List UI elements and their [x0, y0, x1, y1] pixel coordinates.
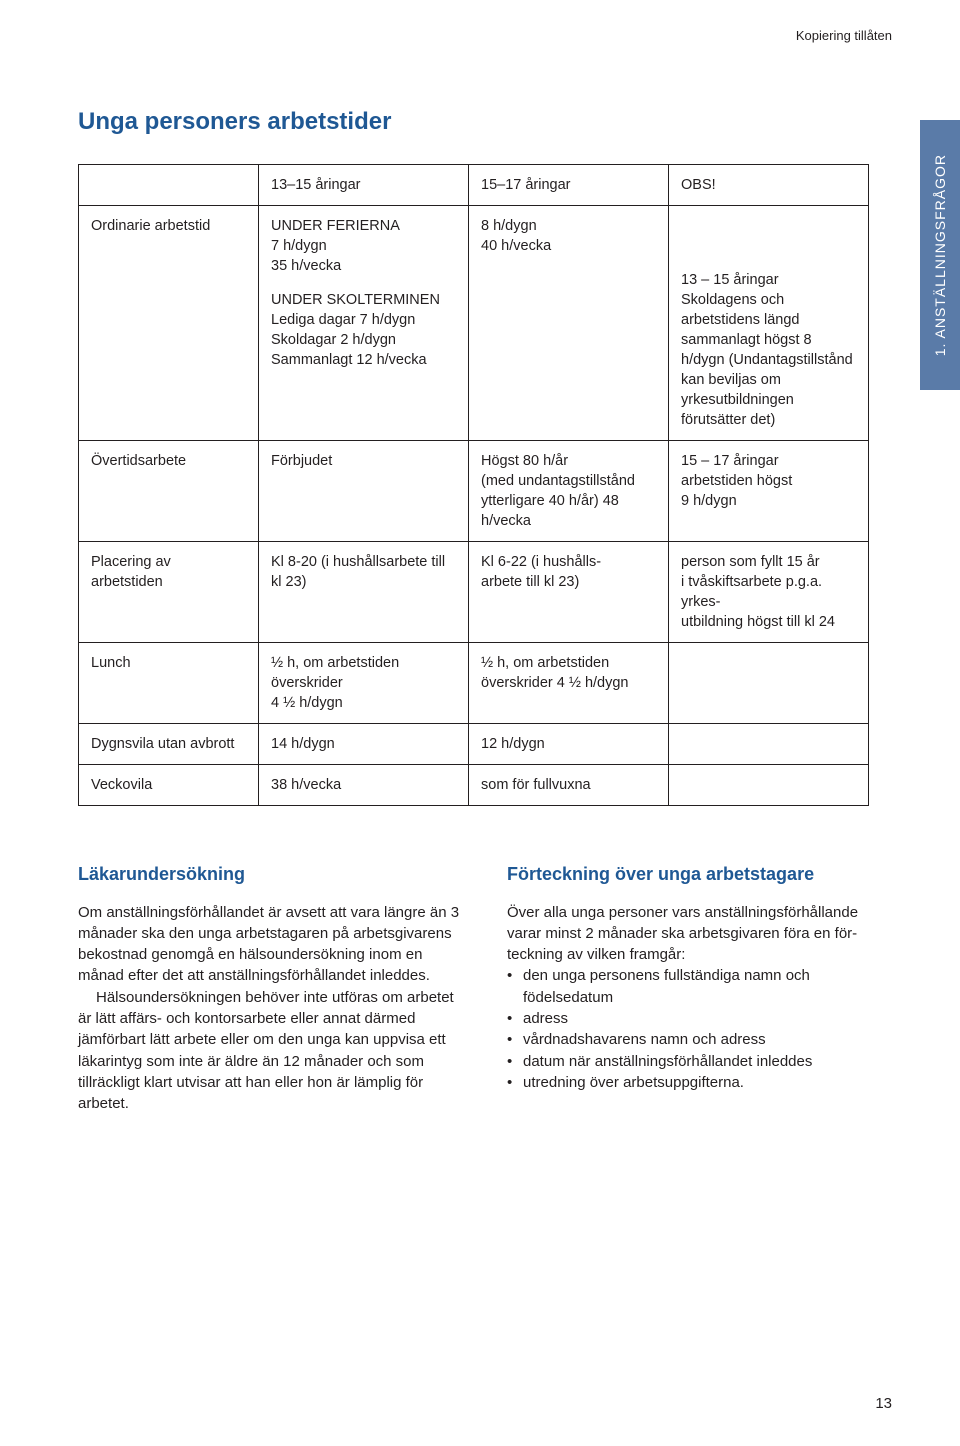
worktimes-table: 13–15 åringar 15–17 åringar OBS! Ordinar…: [78, 164, 869, 806]
page-title: Unga personers arbetstider: [78, 108, 892, 136]
section-heading-forteckning: Förteckning över unga arbetstagare: [507, 862, 892, 888]
cell: som för fullvuxna: [469, 765, 669, 806]
table-header-row: 13–15 åringar 15–17 åringar OBS!: [79, 165, 869, 206]
th-obs: OBS!: [669, 165, 869, 206]
cell: Högst 80 h/år (med undantagstillstånd yt…: [469, 441, 669, 542]
row-label: Ordinarie arbetstid: [79, 206, 259, 441]
cell: [669, 643, 869, 724]
cell: ½ h, om arbetstiden överskrider 4 ½ h/dy…: [469, 643, 669, 724]
cell: person som fyllt 15 år i tvåskiftsarbete…: [669, 542, 869, 643]
list-item: datum när anställningsförhållandet inled…: [507, 1051, 892, 1072]
cell: 15 – 17 åringar arbetstiden högst 9 h/dy…: [669, 441, 869, 542]
bullet-list: den unga personens fullständiga namn och…: [507, 965, 892, 1093]
table-row: Dygnsvila utan avbrott 14 h/dygn 12 h/dy…: [79, 724, 869, 765]
cell-block: 8 h/dygn 40 h/vecka: [481, 216, 656, 256]
cell: 8 h/dygn 40 h/vecka: [469, 206, 669, 441]
row-label: Övertidsarbete: [79, 441, 259, 542]
cell-block: 13 – 15 åringar Skoldagens och arbetstid…: [681, 270, 856, 430]
paragraph: Om anställningsförhållandet är avsett at…: [78, 902, 463, 987]
th-blank: [79, 165, 259, 206]
list-item: utredning över arbetsuppgifterna.: [507, 1072, 892, 1093]
copy-permitted-note: Kopiering tillåten: [796, 28, 892, 43]
cell: ½ h, om arbetstiden överskrider 4 ½ h/dy…: [259, 643, 469, 724]
cell: 38 h/vecka: [259, 765, 469, 806]
th-15-17: 15–17 åringar: [469, 165, 669, 206]
list-item: vårdnadshavarens namn och adress: [507, 1029, 892, 1050]
th-13-15: 13–15 åringar: [259, 165, 469, 206]
cell: [669, 724, 869, 765]
cell: Kl 8-20 (i hushållsarbete till kl 23): [259, 542, 469, 643]
left-column: Läkarundersökning Om anställningsförhåll…: [78, 862, 463, 1115]
row-label: Lunch: [79, 643, 259, 724]
cell-block: UNDER SKOLTERMINEN Lediga dagar 7 h/dygn…: [271, 290, 456, 370]
cell: UNDER FERIERNA 7 h/dygn 35 h/vecka UNDER…: [259, 206, 469, 441]
table-row: Ordinarie arbetstid UNDER FERIERNA 7 h/d…: [79, 206, 869, 441]
row-label: Placering av arbetstiden: [79, 542, 259, 643]
two-column-section: Läkarundersökning Om anställningsförhåll…: [78, 862, 892, 1115]
page: Kopiering tillåten 1. ANSTÄLLNINGSFRÅGOR…: [0, 0, 960, 1446]
right-column: Förteckning över unga arbetstagare Över …: [507, 862, 892, 1115]
section-tab: 1. ANSTÄLLNINGSFRÅGOR: [920, 120, 960, 390]
cell: 12 h/dygn: [469, 724, 669, 765]
row-label: Dygnsvila utan avbrott: [79, 724, 259, 765]
list-item: adress: [507, 1008, 892, 1029]
cell: [669, 765, 869, 806]
cell: Förbjudet: [259, 441, 469, 542]
table-row: Lunch ½ h, om arbetstiden överskrider 4 …: [79, 643, 869, 724]
table-row: Veckovila 38 h/vecka som för fullvuxna: [79, 765, 869, 806]
cell-block: [681, 216, 856, 256]
row-label: Veckovila: [79, 765, 259, 806]
cell: 14 h/dygn: [259, 724, 469, 765]
section-tab-label: 1. ANSTÄLLNINGSFRÅGOR: [932, 154, 948, 356]
cell: Kl 6-22 (i hushålls- arbete till kl 23): [469, 542, 669, 643]
table-row: Placering av arbetstiden Kl 8-20 (i hush…: [79, 542, 869, 643]
cell: 13 – 15 åringar Skoldagens och arbetstid…: [669, 206, 869, 441]
list-item: den unga personens fullständiga namn och…: [507, 965, 892, 1008]
paragraph: Hälsoundersökningen behöver inte utföras…: [78, 987, 463, 1115]
cell-block: UNDER FERIERNA 7 h/dygn 35 h/vecka: [271, 216, 456, 276]
page-number: 13: [875, 1395, 892, 1412]
table-row: Övertidsarbete Förbjudet Högst 80 h/år (…: [79, 441, 869, 542]
section-heading-lakar: Läkarundersökning: [78, 862, 463, 888]
paragraph: Över alla unga personer vars anställning…: [507, 902, 892, 966]
